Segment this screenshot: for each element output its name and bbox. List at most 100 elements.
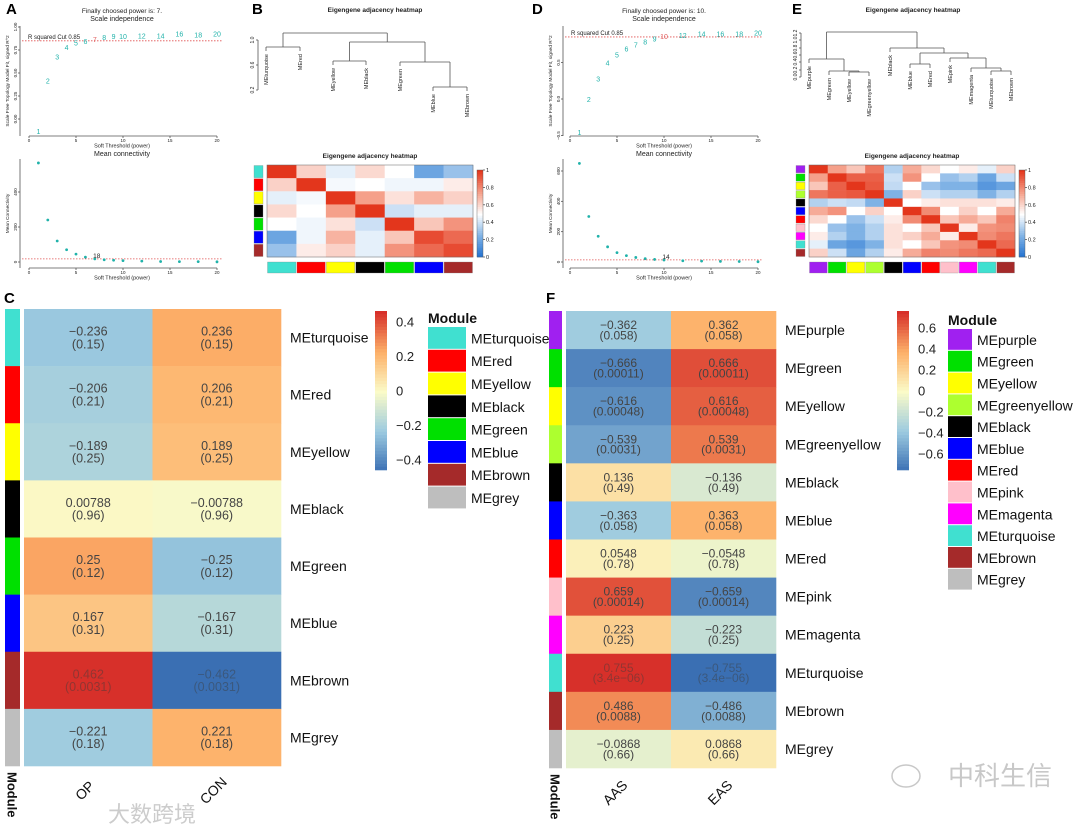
power-label: 2 — [46, 78, 50, 85]
correlation-value: 0.362 — [708, 318, 738, 332]
colorbar-segment — [375, 412, 387, 417]
connectivity-point — [737, 260, 741, 263]
p-value: (0.00048) — [593, 405, 644, 419]
colorbar-segment — [1019, 252, 1025, 256]
column-module-color — [884, 261, 903, 274]
column-module-color — [977, 261, 996, 274]
x-tick-label: 5 — [616, 138, 619, 143]
power-label: 9 — [112, 34, 116, 41]
colorbar-segment — [375, 390, 387, 394]
module-trait-heatmap-c: −0.236(0.15)0.236(0.15) MEturquoise−0.206… — [5, 309, 550, 818]
connectivity-point — [46, 218, 50, 222]
x-tick-label: 5 — [75, 270, 78, 275]
connectivity-point — [74, 252, 78, 256]
power-label: 7 — [93, 37, 97, 44]
module-row-black: 0.136(0.49)−0.136(0.49) MEblack — [549, 463, 840, 502]
legend-swatch — [428, 327, 466, 349]
p-value: (0.18) — [72, 737, 105, 751]
x-tick-label: 0 — [569, 138, 572, 143]
colorbar-segment — [477, 243, 483, 247]
connectivity-point — [196, 260, 200, 264]
heatmap-cell — [809, 248, 829, 258]
row-module-color — [795, 165, 806, 174]
heatmap-cell — [921, 248, 941, 258]
colorbar-segment — [1019, 204, 1025, 208]
colorbar-tick-label: 0.2 — [918, 362, 936, 377]
colorbar-tick-label: 0.6 — [486, 203, 494, 209]
heatmap-cell — [267, 243, 297, 258]
correlation-value: −0.755 — [705, 661, 742, 675]
colorbar-tick-label: 0.2 — [486, 238, 494, 244]
row-module-color — [253, 165, 264, 178]
x-tick-label: 20 — [755, 138, 761, 143]
heatmap-cell — [865, 190, 885, 199]
module-row-label: MEgreen — [785, 360, 842, 376]
y-axis-label: Scale Free Topology Model Fit, signed R^… — [5, 35, 11, 127]
legend-item-black: MEblack — [428, 395, 526, 418]
legend-label: MEbrown — [471, 467, 530, 483]
colorbar-segment — [375, 454, 387, 458]
heatmap-cell — [827, 206, 847, 216]
legend-item-pink: MEpink — [948, 481, 1025, 503]
x-tick-label: 0 — [28, 138, 31, 143]
colorbar-segment — [477, 241, 483, 245]
colorbar-tick-label: 0.6 — [918, 320, 936, 335]
colorbar-segment — [375, 374, 387, 379]
heatmap-cell — [902, 173, 922, 183]
connectivity-point — [65, 248, 68, 252]
colorbar-segment — [477, 237, 483, 240]
heatmap-cell — [865, 173, 885, 183]
heatmap-cell — [443, 217, 474, 232]
power-label: 4 — [65, 45, 69, 52]
watermark-right: 中科生信 — [891, 761, 1052, 791]
correlation-cell — [566, 349, 672, 388]
x-tick-label: 20 — [214, 270, 220, 275]
correlation-cell — [152, 537, 282, 595]
colorbar-segment — [477, 235, 483, 238]
p-value: (0.058) — [704, 328, 742, 342]
colorbar-segment — [897, 463, 909, 468]
legend-item-yellow: MEyellow — [948, 372, 1038, 394]
heatmap-cell — [355, 178, 386, 192]
x-axis-label: Soft Threshold (power) — [636, 276, 692, 282]
module-color-strip — [549, 501, 562, 540]
colorbar-segment — [1019, 241, 1025, 245]
heatmap-cell — [996, 231, 1016, 241]
colorbar-segment — [897, 409, 909, 414]
colorbar-segment — [897, 339, 909, 344]
colorbar-tick-label: 0 — [396, 384, 403, 399]
leaf-label: MEred — [298, 54, 304, 70]
heatmap-cell — [865, 165, 885, 174]
colorbar-segment — [477, 211, 483, 214]
correlation-cell — [152, 309, 282, 367]
heatmap-cell — [977, 206, 997, 216]
colorbar-segment — [1019, 170, 1025, 173]
heatmap-cell — [846, 181, 866, 191]
heatmap-cell — [809, 173, 829, 183]
legend-label: MEbrown — [977, 550, 1036, 566]
power-label: 12 — [679, 33, 687, 40]
y-tick-label: 0.50 — [13, 68, 18, 77]
x-tick-label: 5 — [75, 138, 78, 143]
plot-subtitle: Scale independence — [90, 16, 154, 23]
legend-swatch — [428, 463, 466, 486]
leaf-label: MEblack — [364, 68, 370, 89]
p-value: (0.21) — [200, 394, 233, 408]
legend-swatch — [428, 372, 466, 395]
heatmap-cell — [809, 190, 829, 199]
heatmap-cell — [846, 223, 866, 233]
x-tick-label: 15 — [167, 270, 173, 275]
colorbar-segment — [897, 358, 909, 363]
colorbar-segment — [477, 196, 483, 199]
colorbar-segment — [1019, 239, 1025, 243]
correlation-value: 0.167 — [73, 610, 104, 624]
column-module-color — [809, 261, 828, 274]
correlation-cell — [566, 577, 672, 616]
colorbar-segment — [375, 396, 387, 401]
correlation-cell — [152, 708, 282, 767]
colorbar-segment — [897, 365, 909, 369]
module-row-yellow: −0.616(0.00048)0.616(0.00048) MEyellow — [549, 387, 846, 426]
heatmap-cell — [827, 240, 847, 249]
correlation-value: 0.189 — [201, 439, 232, 453]
correlation-value: −0.00788 — [191, 496, 244, 510]
